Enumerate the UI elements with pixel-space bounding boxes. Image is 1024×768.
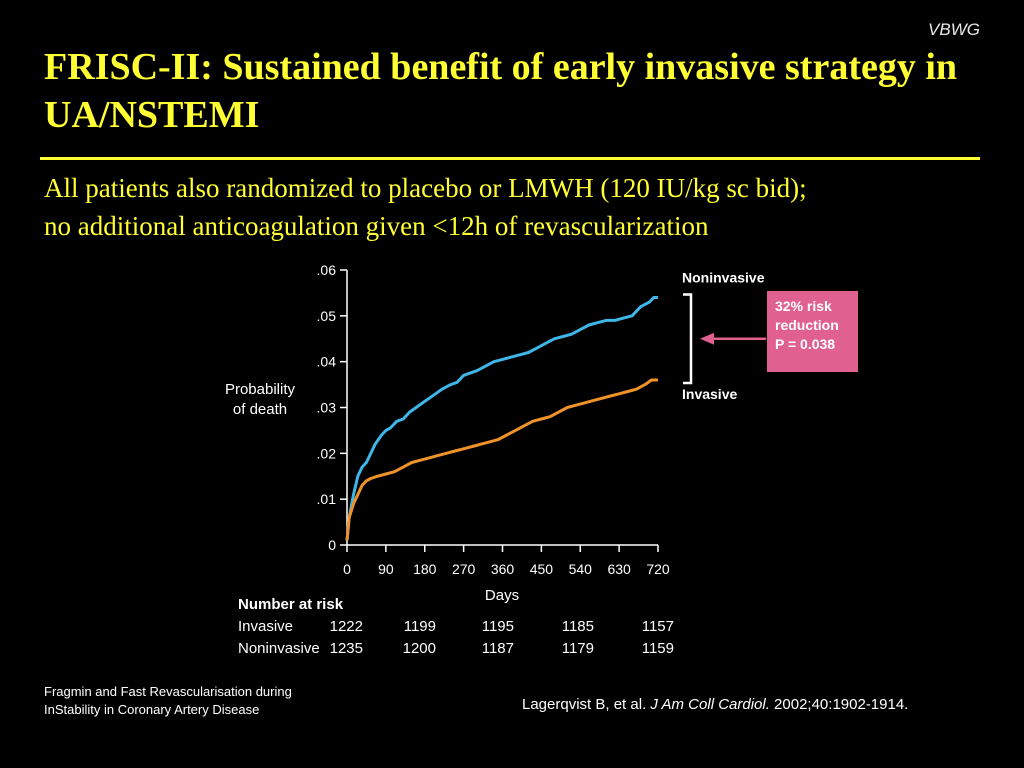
y-axis-label-line-1: Probability: [224, 381, 296, 398]
trial-note-line-2: InStability in Coronary Artery Disease: [44, 702, 260, 718]
risk-count: 1179: [561, 640, 594, 657]
series-line-invasive: [345, 378, 658, 541]
x-tick-label: 0: [343, 561, 351, 577]
citation: Lagerqvist B, et al. J Am Coll Cardiol. …: [522, 696, 908, 713]
x-tick-label: 90: [378, 561, 394, 577]
row-label: Invasive: [238, 618, 294, 635]
risk-count: 1222: [329, 618, 363, 635]
x-tick-label: 540: [569, 561, 593, 577]
series-labels: Noninvasive Invasive: [682, 270, 765, 403]
y-axis-label: Probability of death: [210, 380, 310, 419]
number-at-risk-row-noninvasive: Noninvasive 1235 1200 1187 1179 1159: [238, 640, 674, 657]
x-tick-label: 720: [646, 561, 670, 577]
x-tick-label: 630: [607, 561, 631, 577]
series-line-noninvasive: [345, 296, 658, 541]
callout-arrow-head: [700, 332, 714, 345]
x-ticks: 0 90 180 270 360 450 540 630 720: [343, 545, 670, 577]
risk-reduction-line-2: reduction: [775, 316, 839, 333]
slide-tag: VBWG: [928, 20, 980, 39]
risk-count: 1199: [403, 618, 436, 635]
x-tick-label: 450: [530, 561, 554, 577]
bracket-line: [683, 293, 693, 385]
citation-journal: J Am Coll Cardiol.: [650, 696, 770, 713]
y-tick-label: .04: [317, 354, 337, 370]
difference-bracket: [683, 293, 766, 385]
y-tick-label: .02: [317, 445, 337, 461]
slide-title: FRISC-II: Sustained benefit of early inv…: [44, 46, 958, 136]
series-label-invasive: Invasive: [682, 386, 737, 402]
y-tick-label: .05: [317, 308, 337, 324]
number-at-risk-title: Number at risk: [238, 596, 344, 613]
trial-acronym-note: Fragmin and Fast Revascularisation durin…: [44, 683, 292, 719]
chart-axes: [346, 270, 658, 546]
citation-authors: Lagerqvist B, et al.: [522, 696, 651, 713]
x-tick-label: 270: [452, 561, 476, 577]
risk-count: 1235: [329, 640, 363, 657]
risk-reduction-line-1: 32% risk: [775, 298, 832, 314]
y-axis-label-line-2: of death: [232, 400, 288, 418]
x-tick-label: 180: [413, 561, 437, 577]
risk-count: 1157: [641, 618, 674, 635]
risk-count: 1195: [481, 618, 514, 635]
citation-details: 2002;40:1902-1914.: [769, 696, 909, 713]
risk-reduction-callout: 32% risk reduction P = 0.038: [767, 291, 858, 372]
slide-subtitle: All patients also randomized to placebo …: [44, 170, 994, 246]
number-at-risk-row-invasive: Invasive 1222 1199 1195 1185 1157: [238, 618, 674, 635]
risk-count: 1185: [561, 618, 594, 635]
y-tick-label: 0: [328, 537, 336, 553]
subtitle-line-1: All patients also randomized to placebo …: [44, 173, 807, 203]
risk-count: 1200: [402, 640, 436, 657]
row-label: Noninvasive: [238, 640, 320, 657]
y-ticks: 0 .01 .02 .03 .04 .05 .06: [317, 262, 347, 553]
x-tick-label: 360: [491, 561, 515, 577]
title-divider: [40, 157, 980, 160]
series-lines: [345, 296, 658, 541]
trial-note-line-1: Fragmin and Fast Revascularisation durin…: [44, 684, 292, 699]
risk-count: 1159: [641, 640, 674, 657]
subtitle-line-2: no additional anticoagulation given <12h…: [44, 210, 709, 241]
y-tick-label: .06: [317, 262, 337, 278]
risk-reduction-line-3: P = 0.038: [775, 335, 836, 352]
series-label-noninvasive: Noninvasive: [682, 270, 765, 286]
y-tick-label: .03: [317, 400, 337, 416]
x-axis-label: Days: [485, 587, 519, 604]
y-tick-label: .01: [317, 491, 337, 507]
risk-count: 1187: [481, 640, 514, 657]
